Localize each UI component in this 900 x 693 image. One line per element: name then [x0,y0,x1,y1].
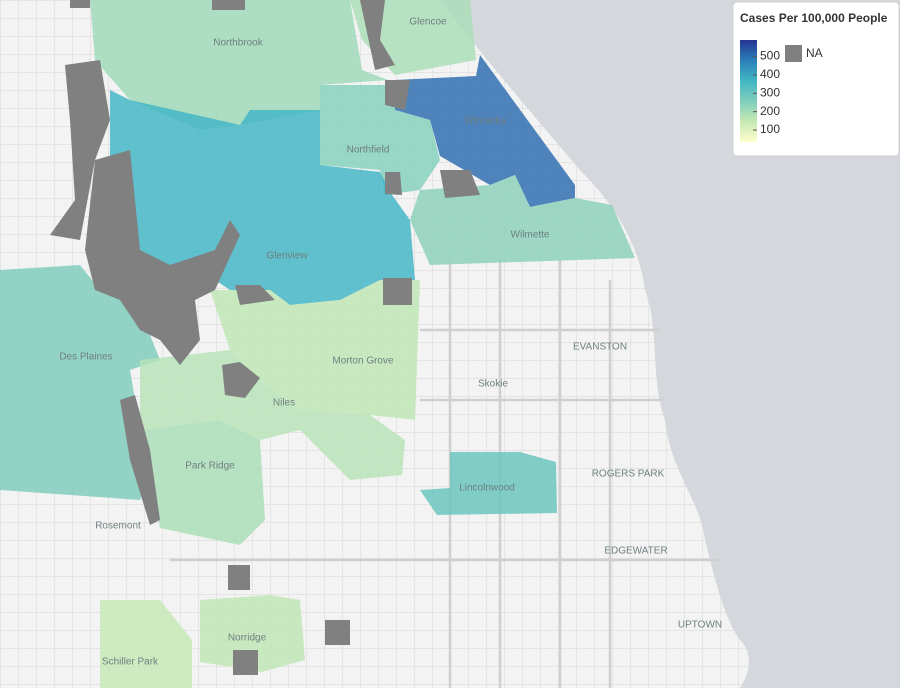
region-label: Glencoe [409,17,447,28]
region-label: Lincolnwood [459,483,515,494]
region-label: Park Ridge [185,461,235,472]
region-label: Northbrook [213,38,263,49]
region [200,595,305,672]
region [110,90,415,305]
region-label: Wilmette [511,230,550,241]
place-label: EDGEWATER [604,546,667,557]
na-area [325,620,350,645]
region [90,0,388,130]
region [410,175,635,265]
legend-na-swatch [785,45,802,62]
region [395,55,575,207]
region [320,85,440,195]
na-areas [50,0,480,675]
na-area [222,362,260,398]
labels: Glencoe Northbrook Winnetka Northfield Glenv… [59,17,722,668]
legend-title: Cases Per 100,000 People [740,11,888,25]
place-label: UPTOWN [678,620,722,631]
region-label: Glenview [266,251,308,262]
legend-box [732,1,900,157]
region-label: Northfield [347,145,390,156]
region [420,452,557,515]
na-area [70,0,245,10]
region-label: Schiller Park [102,657,159,668]
place-label: Rosemont [95,521,141,532]
na-area [233,650,258,675]
legend-tick-label: 300 [760,85,780,99]
na-area [385,172,402,195]
na-area [385,80,410,110]
legend-tick-label: 100 [760,122,780,136]
na-area [235,285,275,305]
legend: Cases Per 100,000 People NA 100 200 300 400… [732,1,900,157]
place-label: Skokie [478,379,508,390]
region [100,600,192,688]
na-area [228,565,250,590]
region-label: Winnetka [464,116,506,127]
na-area [85,150,240,365]
na-area [120,395,160,525]
region-label: Norridge [228,633,267,644]
region [140,420,265,545]
legend-na-label: NA [806,46,823,60]
na-area [440,170,480,198]
region-label: Des Plaines [59,352,112,363]
region-label: Niles [273,398,295,409]
na-area [360,0,395,70]
region [140,350,405,480]
legend-tick-label: 400 [760,67,780,81]
place-label: EVANSTON [573,342,627,353]
region [210,280,420,420]
place-label: ROGERS PARK [592,469,665,480]
na-area [383,278,412,305]
regions [0,0,635,688]
legend-tick-label: 200 [760,104,780,118]
region-label: Morton Grove [332,356,394,367]
region [0,265,160,500]
legend-tick-label: 500 [760,49,780,63]
na-area [50,60,110,240]
legend-colorbar [740,40,757,142]
